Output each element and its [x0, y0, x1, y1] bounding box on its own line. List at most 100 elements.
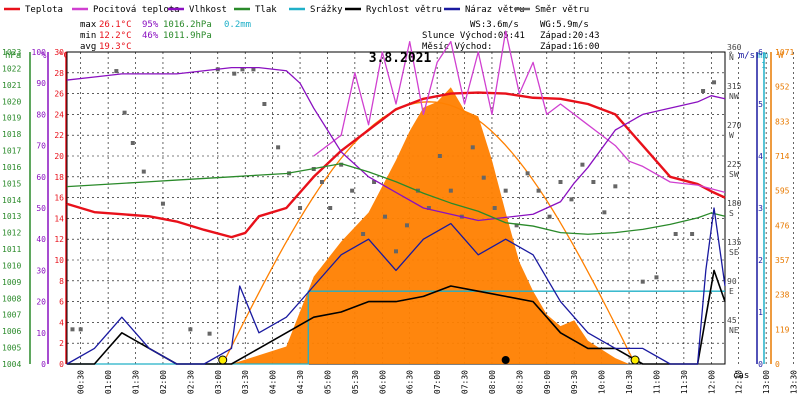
legend-label: Srážky [310, 5, 343, 15]
tick-dir-deg: 360 [727, 43, 742, 52]
tick-temp: 6 [59, 298, 64, 307]
tick-ms: 5 [758, 100, 763, 109]
series-tlak [66, 163, 726, 235]
tick-dir-deg: 90 [727, 277, 737, 286]
tick-dir-name: SE [729, 248, 739, 257]
tick-x: 01:30 [132, 370, 141, 394]
tick-x: 03:30 [241, 370, 250, 394]
tick-ms: 2 [758, 256, 763, 265]
tick-hpa: 1016 [2, 163, 21, 172]
series-pocitová-teplota [313, 30, 726, 194]
tick-wm2: 476 [775, 221, 790, 230]
tick-pct: 30 [36, 266, 46, 275]
wind-direction-point [525, 171, 530, 176]
legend-label: Rychlost větru [366, 5, 442, 15]
tick-ms: 1 [758, 308, 763, 317]
tick-dir-name: W [729, 131, 734, 140]
tick-pct: 0 [41, 360, 46, 369]
info-sunset: Západ:20:43 [540, 31, 600, 41]
stat-max-label: max [80, 20, 97, 30]
tick-x: 12:00 [707, 370, 716, 394]
wind-direction-point [547, 214, 552, 219]
wind-direction-point [114, 69, 119, 74]
tick-hpa: 1011 [2, 245, 21, 254]
tick-x: 08:30 [515, 370, 524, 394]
stat-avg-label: avg [80, 42, 96, 52]
solar-area [231, 87, 630, 364]
stat-max-hum: 95% [142, 20, 159, 30]
wind-direction-point [70, 327, 75, 332]
tick-temp: 24 [54, 110, 64, 119]
info-sunrise: Slunce Východ:05:41 [422, 31, 525, 41]
wind-direction-point [404, 223, 409, 228]
tick-hpa: 1013 [2, 212, 21, 221]
stat-min-press: 1011.9hPa [163, 31, 212, 41]
tick-hpa: 1007 [2, 311, 21, 320]
stat-min-temp: 12.2°C [99, 31, 132, 41]
tick-pct: 20 [36, 298, 46, 307]
tick-pct: 10 [36, 329, 46, 338]
tick-temp: 14 [54, 214, 64, 223]
wind-direction-point [426, 206, 431, 210]
left-axes: hPa% °C1023102210211020101910181017101610… [2, 48, 69, 369]
wind-direction-point [701, 89, 706, 93]
axis-label-w: W [778, 51, 784, 61]
wind-direction-point [232, 71, 237, 76]
axis-label-temp: °C [58, 51, 69, 61]
sunrise-marker [218, 355, 228, 365]
tick-wm2: 833 [775, 117, 790, 126]
tick-dir-name: N [729, 53, 734, 62]
tick-dir-name: SW [729, 170, 739, 179]
axis-label-dir: ° [728, 51, 733, 61]
tick-wm2: 1071 [775, 48, 794, 57]
tick-temp: 18 [54, 173, 64, 182]
tick-hpa: 1006 [2, 327, 21, 336]
tick-temp: 2 [59, 339, 64, 348]
wind-direction-point [328, 206, 333, 210]
tick-hpa: 1008 [2, 294, 21, 303]
tick-wm2: 119 [775, 325, 790, 334]
legend-label: Vlhkost [189, 5, 227, 15]
wind-direction-point [580, 162, 585, 167]
tick-temp: 16 [54, 194, 64, 203]
tick-dir-deg: 180 [727, 199, 742, 208]
wind-direction-point [298, 206, 303, 210]
info-ws: WS:3.6m/s [470, 20, 519, 30]
tick-hpa: 1020 [2, 97, 21, 106]
axis-label-x: čas [733, 370, 749, 381]
tick-dir-deg: 315 [727, 82, 742, 91]
wind-direction-point [251, 67, 256, 72]
axis-label-hpa: hPa [5, 51, 21, 61]
tick-x: 01:00 [104, 370, 113, 394]
series-vlhkost [66, 66, 726, 222]
legend-label: Pocitová teplota [93, 5, 180, 15]
tick-hpa: 1019 [2, 114, 21, 123]
tick-hpa: 1012 [2, 229, 21, 238]
wind-direction-point [712, 80, 717, 85]
stat-min-label: min [80, 31, 96, 41]
right-axes: ° m/s mm W360N315NW270W225SW180S135SE90E45N… [727, 43, 794, 369]
wind-direction-point [276, 145, 281, 150]
tick-hpa: 1021 [2, 81, 21, 90]
wind-direction-point [569, 197, 574, 202]
x-axis: 00:30 01:00 01:30 02:00 02:30 03:00 03:30 04:00… [77, 370, 799, 394]
tick-wm2: 595 [775, 187, 790, 196]
tick-x: 02:30 [186, 370, 195, 394]
tick-hpa: 1018 [2, 130, 21, 139]
wind-direction-point [481, 175, 486, 180]
tick-temp: 12 [54, 235, 64, 244]
tick-temp: 8 [59, 277, 64, 286]
tick-x: 10:00 [598, 370, 607, 394]
tick-hpa: 1022 [2, 64, 21, 73]
stat-max-rain: 0.2mm [224, 20, 251, 30]
wind-direction-point [319, 180, 324, 184]
tick-x: 04:00 [269, 370, 278, 394]
tick-pct: 80 [36, 110, 46, 119]
wind-direction-point [130, 141, 135, 145]
wind-direction-point [558, 180, 563, 184]
wind-direction-point [536, 188, 541, 193]
tick-wm2: 714 [775, 152, 790, 161]
tick-wm2: 357 [775, 256, 790, 265]
tick-x: 13:30 [790, 370, 799, 394]
